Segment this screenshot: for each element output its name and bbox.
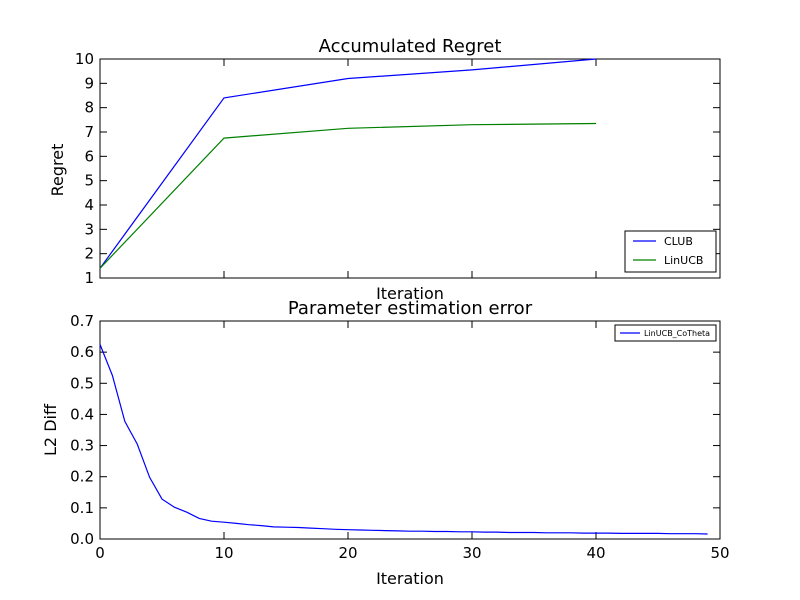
y-tick-label: 4 <box>84 196 94 214</box>
chart-title: Parameter estimation error <box>288 298 533 319</box>
y-tick-label: 0.5 <box>70 374 94 392</box>
legend-label-linucb: LinUCB <box>664 254 703 267</box>
y-tick-label: 2 <box>84 245 94 263</box>
y-tick-label: 8 <box>84 99 94 117</box>
chart-title: Accumulated Regret <box>319 36 502 57</box>
y-tick-label: 0.4 <box>70 405 94 423</box>
series-lines <box>99 58 597 269</box>
legend-label-linucb-cotheta: LinUCB_CoTheta <box>644 329 710 338</box>
legend: LinUCB_CoTheta <box>614 324 717 342</box>
y-tick-label: 0.2 <box>70 468 94 486</box>
y-tick-label: 0.6 <box>70 343 94 361</box>
y-axis-label: L2 Diff <box>41 403 60 456</box>
y-tick-label: 0.0 <box>70 530 94 548</box>
y-tick-label: 9 <box>84 74 94 92</box>
series-lines <box>99 344 708 535</box>
series-line-linucb-cotheta <box>99 344 708 535</box>
y-axis-label: Regret <box>48 144 67 197</box>
x-ticks: 0 10 20 30 40 50 <box>95 321 730 562</box>
y-ticks: 1 2 3 4 5 6 7 8 9 10 <box>75 50 720 287</box>
y-tick-label: 0.3 <box>70 437 94 455</box>
y-tick-label: 0.7 <box>70 312 94 330</box>
y-tick-label: 6 <box>84 147 94 165</box>
x-tick-label: 10 <box>214 544 233 562</box>
x-tick-label: 0 <box>95 544 105 562</box>
x-axis-label: Iteration <box>376 284 444 303</box>
series-line-linucb <box>99 122 597 269</box>
x-tick-label: 30 <box>462 544 481 562</box>
y-tick-label: 0.1 <box>70 499 94 517</box>
x-tick-label: 50 <box>710 544 729 562</box>
legend: CLUB LinUCB <box>624 230 717 273</box>
parameter-estimation-error-chart: Parameter estimation error 0.00.10.20.30… <box>41 298 730 588</box>
x-ticks <box>99 59 721 278</box>
x-tick-label: 40 <box>586 544 605 562</box>
plot-frame <box>99 58 721 279</box>
y-tick-label: 10 <box>75 50 94 68</box>
y-tick-label: 5 <box>84 172 94 190</box>
legend-label-club: CLUB <box>664 235 693 248</box>
y-tick-label: 3 <box>84 220 94 238</box>
legend-box <box>614 324 717 342</box>
x-tick-label: 20 <box>338 544 357 562</box>
y-tick-label: 7 <box>84 123 94 141</box>
y-tick-label: 1 <box>84 269 94 287</box>
plot-frame <box>99 320 721 540</box>
legend-box <box>624 230 717 273</box>
accumulated-regret-chart: Accumulated Regret 1 2 3 4 5 6 7 8 9 10 Iteration… <box>48 36 721 303</box>
y-ticks: 0.0 0.1 0.2 0.3 0.4 0.5 0.6 0.7 <box>70 312 720 548</box>
x-axis-label: Iteration <box>376 569 444 588</box>
series-line-club <box>99 58 597 269</box>
